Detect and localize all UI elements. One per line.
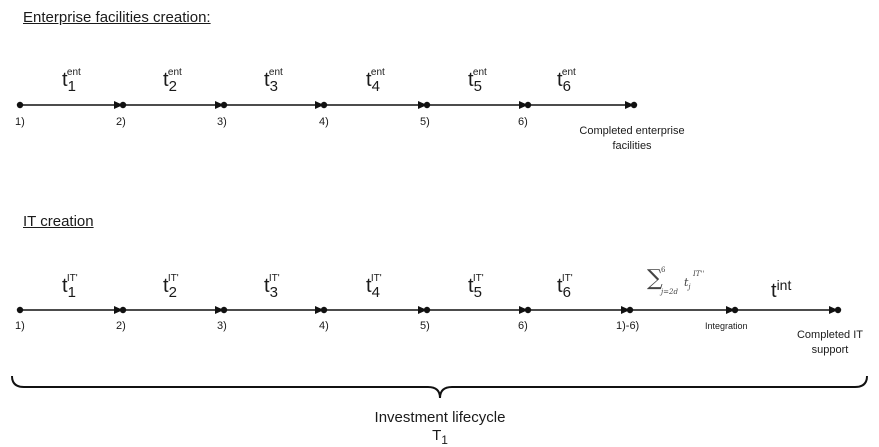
enterprise-symbol-2: t2ent xyxy=(163,67,182,95)
enterprise-node-4 xyxy=(320,101,328,109)
sum-term-sup: IT'' xyxy=(693,270,705,278)
it-point-label-5: 5) xyxy=(420,320,430,332)
it-point-label-2: 2) xyxy=(116,320,126,332)
enterprise-heading: Enterprise facilities creation: xyxy=(23,9,211,26)
it-point-label-3: 3) xyxy=(217,320,227,332)
enterprise-timeline xyxy=(16,101,638,109)
sigma-icon: ∑ xyxy=(647,266,663,291)
it-node-5 xyxy=(423,306,431,314)
enterprise-point-label-6: 6) xyxy=(518,116,528,128)
lifecycle-symbol: T1 xyxy=(432,427,448,447)
enterprise-symbol-5: t5ent xyxy=(468,67,487,95)
enterprise-node-2 xyxy=(119,101,127,109)
enterprise-node-1 xyxy=(16,101,24,109)
enterprise-node-end xyxy=(630,101,638,109)
it-symbol-1: t1IT' xyxy=(62,273,78,301)
it-symbol-6: t6IT' xyxy=(557,273,573,301)
it-node-7 xyxy=(626,306,634,314)
it-tint-symbol: tint xyxy=(771,277,792,302)
enterprise-point-label-1: 1) xyxy=(15,116,25,128)
it-node-4 xyxy=(320,306,328,314)
lifecycle-brace xyxy=(11,375,868,399)
enterprise-node-5 xyxy=(423,101,431,109)
enterprise-point-label-3: 3) xyxy=(217,116,227,128)
it-timeline xyxy=(16,306,842,314)
it-point-label-7: 1)-6) xyxy=(616,320,640,332)
it-symbol-5: t5IT' xyxy=(468,273,484,301)
it-point-label-4: 4) xyxy=(319,320,329,332)
enterprise-symbol-3: t3ent xyxy=(264,67,283,95)
enterprise-node-6 xyxy=(524,101,532,109)
it-symbol-2: t2IT' xyxy=(163,273,179,301)
it-heading: IT creation xyxy=(23,213,94,230)
sum-term-sub: j xyxy=(688,283,691,292)
enterprise-point-label-4: 4) xyxy=(319,116,329,128)
enterprise-symbol-6: t6ent xyxy=(557,67,576,95)
it-node-end xyxy=(834,306,842,314)
it-point-label-1: 1) xyxy=(15,320,25,332)
enterprise-symbol-1: t1ent xyxy=(62,67,81,95)
integration-label: Integration xyxy=(705,321,748,331)
enterprise-point-label-5: 5) xyxy=(420,116,430,128)
sum-term-base: t xyxy=(684,276,689,289)
sum-lower-limit: j=2d xyxy=(661,288,678,296)
it-node-2 xyxy=(119,306,127,314)
it-node-6 xyxy=(524,306,532,314)
enterprise-point-label-2: 2) xyxy=(116,116,126,128)
it-symbol-3: t3IT' xyxy=(264,273,280,301)
lifecycle-label: Investment lifecycle T1 xyxy=(340,409,540,447)
it-node-3 xyxy=(220,306,228,314)
enterprise-symbol-4: t4ent xyxy=(366,67,385,95)
it-point-label-6: 6) xyxy=(518,320,528,332)
enterprise-node-3 xyxy=(220,101,228,109)
it-symbol-4: t4IT' xyxy=(366,273,382,301)
it-sum-term: ∑ 6 j=2d tj IT'' xyxy=(647,266,727,302)
it-node-1 xyxy=(16,306,24,314)
enterprise-end-label: Completed enterprise facilities xyxy=(579,125,685,152)
sum-upper-limit: 6 xyxy=(661,266,666,274)
it-end-label: Completed IT support xyxy=(796,329,864,356)
it-node-integration xyxy=(731,306,739,314)
